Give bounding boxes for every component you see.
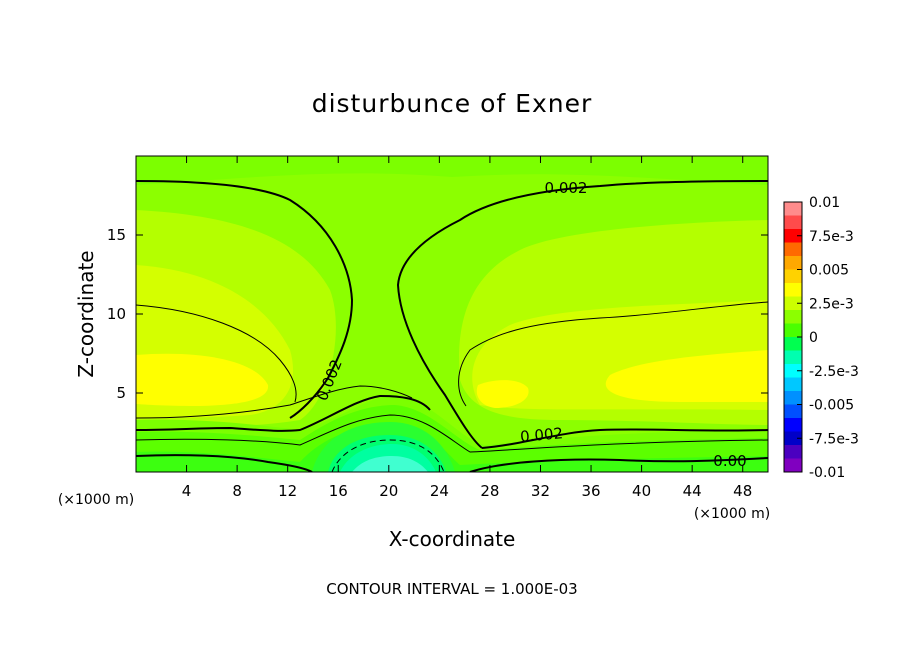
colorbar-tick-label: 0.01 xyxy=(809,195,840,211)
colorbar-swatch xyxy=(784,269,802,284)
x-unit-right: (×1000 m) xyxy=(694,506,770,522)
colorbar-swatch xyxy=(784,418,802,432)
x-tick-label: 48 xyxy=(733,482,752,500)
plot-area xyxy=(136,156,768,472)
colorbar-swatch xyxy=(784,229,802,243)
colorbar-swatch xyxy=(784,323,802,338)
x-tick-label: 36 xyxy=(581,482,600,500)
x-tick-label: 44 xyxy=(683,482,702,500)
colorbar-swatch xyxy=(784,202,802,216)
colorbar-tick-label: 2.5e-3 xyxy=(809,296,854,312)
colorbar-tick-label: -0.01 xyxy=(809,465,845,481)
x-axis-label: X-coordinate xyxy=(389,527,516,551)
x-tick-label: 16 xyxy=(329,482,348,500)
colorbar-swatch xyxy=(784,242,802,257)
colorbar-swatch xyxy=(784,283,802,297)
colorbar-swatch xyxy=(784,337,802,351)
x-tick-label: 24 xyxy=(430,482,449,500)
colorbar-swatch xyxy=(784,445,802,459)
x-tick-label: 32 xyxy=(531,482,550,500)
field-dome-core xyxy=(352,456,428,472)
contour-0.002-upper xyxy=(136,180,354,419)
field-lobe-right-core-small xyxy=(476,380,529,408)
contour-thin-lower-1 xyxy=(136,414,768,453)
colorbar-tick-label: 0 xyxy=(809,330,818,346)
colorbar: 0.01 7.5e-3 0.005 2.5e-3 0 -2.5e-3 -0.005 -7.5e… xyxy=(783,195,859,481)
x-tick-label: 12 xyxy=(278,482,297,500)
y-tick-label: 15 xyxy=(107,226,126,244)
contour-label: 0.002 xyxy=(519,424,563,446)
contour-0.00-lower-right xyxy=(469,457,768,472)
x-tick-label: 4 xyxy=(182,482,192,500)
field-lobe-left-core xyxy=(136,353,269,406)
contour-0.00-lower xyxy=(136,454,313,472)
x-unit-left: (×1000 m) xyxy=(58,492,134,508)
y-axis-label: Z-coordinate xyxy=(74,250,98,377)
contour-0.002-upper-right xyxy=(396,180,768,449)
contour-interval: CONTOUR INTERVAL = 1.000E-03 xyxy=(326,580,577,598)
y-tick-label: 10 xyxy=(107,305,126,323)
colorbar-swatch xyxy=(784,310,802,324)
contour-label: 0.002 xyxy=(545,179,588,197)
colorbar-swatch xyxy=(784,458,802,473)
y-axis: 5 10 15 xyxy=(107,226,768,402)
chart-title: disturbunce of Exner xyxy=(312,89,593,118)
colorbar-swatch xyxy=(784,391,802,405)
colorbar-swatch xyxy=(784,296,802,311)
y-tick-label: 5 xyxy=(116,384,126,402)
colorbar-swatch xyxy=(784,404,802,419)
colorbar-tick-label: 0.005 xyxy=(809,263,849,279)
colorbar-tick-label: -0.005 xyxy=(809,398,854,414)
contour-dome-dashed xyxy=(331,439,445,472)
contour-label: 0.00 xyxy=(713,452,746,470)
colorbar-tick-label: -2.5e-3 xyxy=(809,364,859,380)
field-band-lower-2 xyxy=(136,405,768,472)
x-tick-label: 20 xyxy=(379,482,398,500)
colorbar-swatch xyxy=(784,364,802,378)
colorbar-swatch xyxy=(784,215,802,230)
contour-0.002-lower-left xyxy=(136,394,431,432)
colorbar-tick-label: -7.5e-3 xyxy=(809,431,859,447)
colorbar-swatch xyxy=(784,431,802,446)
colorbar-swatch xyxy=(784,350,802,365)
x-tick-label: 40 xyxy=(632,482,651,500)
colorbar-tick-label: 7.5e-3 xyxy=(809,229,854,245)
colorbar-swatch xyxy=(784,256,802,270)
x-tick-label: 28 xyxy=(480,482,499,500)
field-band-upper xyxy=(136,156,768,185)
contour-right-thin xyxy=(458,301,768,407)
contour-0.002-lower-right xyxy=(481,428,768,449)
x-axis: 4 8 12 16 20 24 28 32 36 40 44 48 xyxy=(182,156,752,500)
colorbar-swatch xyxy=(784,377,802,392)
contour-left-bottom-thin xyxy=(136,385,413,419)
contour-left-thin xyxy=(136,304,297,403)
field-lobe-right-core xyxy=(605,350,768,402)
x-tick-label: 8 xyxy=(232,482,242,500)
